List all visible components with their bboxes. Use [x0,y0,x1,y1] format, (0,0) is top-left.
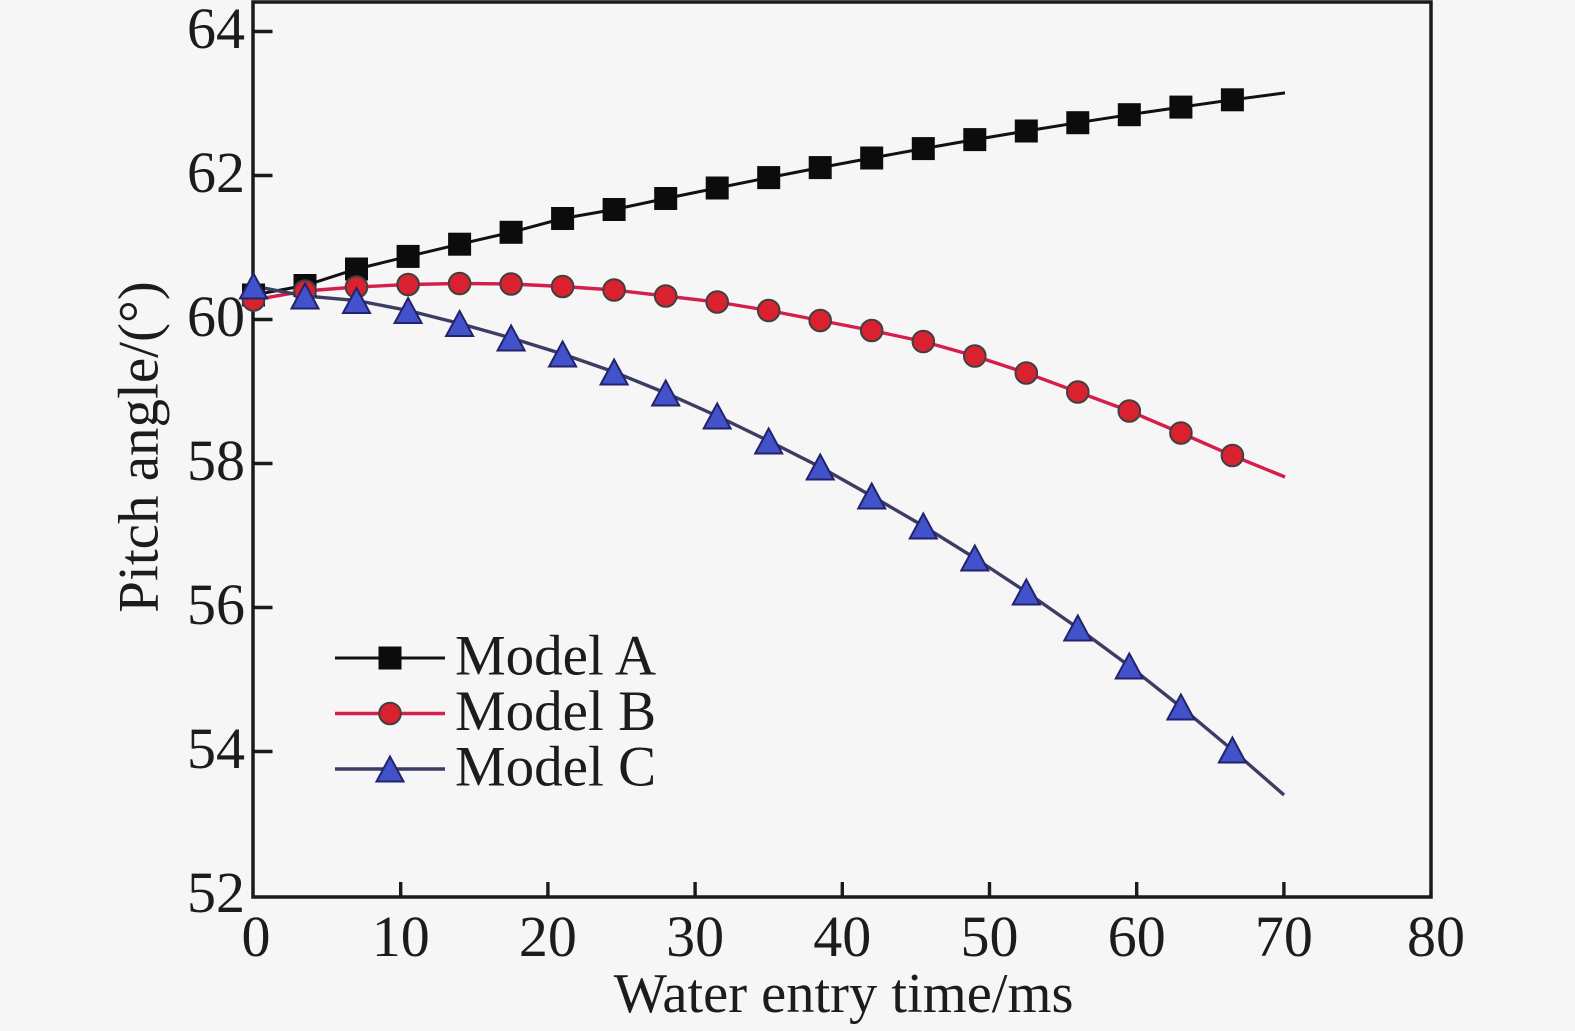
svg-text:56: 56 [187,572,245,637]
svg-text:52: 52 [187,860,245,925]
svg-text:0: 0 [242,904,271,969]
svg-text:Model C: Model C [455,736,656,799]
svg-text:60: 60 [1108,904,1166,969]
svg-text:50: 50 [961,904,1019,969]
svg-text:58: 58 [187,428,245,493]
svg-text:20: 20 [519,904,577,969]
svg-text:80: 80 [1407,904,1465,969]
svg-text:30: 30 [666,904,724,969]
svg-text:70: 70 [1255,904,1313,969]
svg-text:Model A: Model A [455,625,656,688]
svg-text:64: 64 [187,0,245,61]
svg-text:54: 54 [187,716,245,781]
svg-text:10: 10 [372,904,430,969]
svg-text:60: 60 [187,284,245,349]
svg-text:40: 40 [813,904,871,969]
svg-text:62: 62 [187,140,245,205]
svg-text:Pitch angle/(°): Pitch angle/(°) [108,281,171,612]
svg-text:Model B: Model B [455,680,656,743]
svg-text:Water entry time/ms: Water entry time/ms [614,963,1074,1025]
